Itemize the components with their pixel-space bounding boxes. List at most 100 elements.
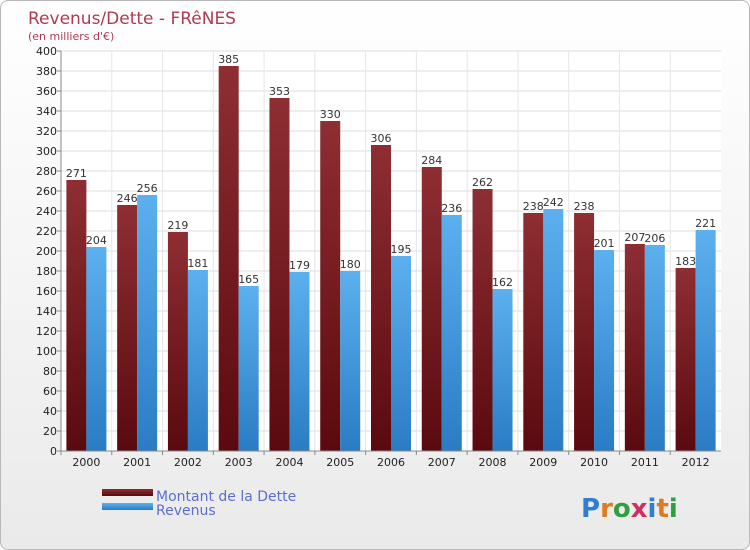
chart-subtitle: (en milliers d'€) xyxy=(28,30,114,43)
x-tick-label: 2008 xyxy=(479,456,507,469)
bar-revenus xyxy=(441,215,462,451)
x-tick-label: 2007 xyxy=(428,456,456,469)
value-label-debt: 238 xyxy=(523,200,544,213)
y-tick-label: 180 xyxy=(36,265,57,278)
value-label-revenus: 165 xyxy=(238,273,259,286)
y-tick-label: 0 xyxy=(50,445,57,458)
value-label-debt: 246 xyxy=(117,192,138,205)
bar-debt xyxy=(675,268,696,451)
value-label-debt: 262 xyxy=(472,176,493,189)
value-label-debt: 219 xyxy=(167,219,188,232)
x-tick-label: 2004 xyxy=(275,456,303,469)
bar-revenus xyxy=(695,230,716,451)
proxiti-logo: Proxiti xyxy=(581,494,678,524)
chart-title: Revenus/Dette - FRêNES xyxy=(28,9,236,29)
y-tick-label: 80 xyxy=(43,365,57,378)
bar-revenus xyxy=(391,256,411,451)
x-tick-label: 2001 xyxy=(123,456,151,469)
value-label-revenus: 242 xyxy=(543,196,564,209)
logo-letter: x xyxy=(631,494,648,524)
bar-debt xyxy=(167,232,188,451)
value-label-revenus: 256 xyxy=(137,182,158,195)
value-label-revenus: 162 xyxy=(492,276,513,289)
y-tick-label: 140 xyxy=(36,305,57,318)
bar-revenus xyxy=(289,272,310,451)
legend-swatch-revenus xyxy=(102,503,153,510)
value-label-debt: 353 xyxy=(269,85,290,98)
bar-revenus xyxy=(492,289,513,451)
value-label-revenus: 181 xyxy=(187,257,208,270)
value-label-revenus: 201 xyxy=(594,237,615,250)
x-tick-label: 2012 xyxy=(682,456,710,469)
y-tick-label: 240 xyxy=(36,205,57,218)
value-label-revenus: 179 xyxy=(289,259,310,272)
bar-revenus xyxy=(644,245,665,451)
x-tick-label: 2003 xyxy=(225,456,253,469)
bar-revenus xyxy=(137,195,158,451)
bar-revenus xyxy=(340,271,361,451)
y-tick-label: 380 xyxy=(36,65,57,78)
value-label-revenus: 236 xyxy=(441,202,462,215)
bar-debt xyxy=(269,98,290,451)
y-tick-label: 60 xyxy=(43,385,57,398)
legend-label-debt: Montant de la Dette xyxy=(156,489,296,505)
value-label-revenus: 195 xyxy=(391,243,412,256)
legend: Montant de la Dette Revenus xyxy=(102,489,296,519)
y-tick-label: 340 xyxy=(36,105,57,118)
bar-debt xyxy=(320,121,341,451)
y-tick-label: 100 xyxy=(36,345,57,358)
y-tick-label: 40 xyxy=(43,405,57,418)
bar-debt xyxy=(574,213,595,451)
value-label-debt: 306 xyxy=(371,132,392,145)
y-tick-label: 200 xyxy=(36,245,57,258)
x-tick-label: 2002 xyxy=(174,456,202,469)
bar-debt xyxy=(218,66,239,451)
bar-debt xyxy=(523,213,544,451)
bar-debt xyxy=(421,167,442,451)
x-tick-label: 2000 xyxy=(72,456,100,469)
y-tick-label: 160 xyxy=(36,285,57,298)
bar-debt xyxy=(117,205,138,451)
logo-letter: t xyxy=(656,494,668,524)
value-label-debt: 238 xyxy=(574,200,595,213)
y-tick-label: 220 xyxy=(36,225,57,238)
axes: 0 20 40 60 80 100 120 140 160 180 200 220 240 260 280 3… xyxy=(36,45,721,469)
bar-revenus xyxy=(86,247,107,451)
bar-debt xyxy=(472,189,493,451)
value-label-revenus: 206 xyxy=(644,232,665,245)
logo-letter: i xyxy=(648,494,657,524)
y-tick-label: 280 xyxy=(36,165,57,178)
value-label-debt: 271 xyxy=(66,167,87,180)
x-tick-label: 2010 xyxy=(580,456,608,469)
x-tick-label: 2009 xyxy=(529,456,557,469)
bar-debt xyxy=(371,145,391,451)
value-label-debt: 385 xyxy=(218,53,239,66)
value-label-revenus: 204 xyxy=(86,234,107,247)
legend-swatch-debt xyxy=(102,489,153,496)
legend-label-revenus: Revenus xyxy=(156,503,216,519)
bar-revenus xyxy=(187,270,208,451)
bar-debt xyxy=(66,180,87,451)
bar-revenus xyxy=(238,286,259,451)
logo-letter: r xyxy=(600,494,613,524)
x-tick-label: 2011 xyxy=(631,456,659,469)
y-tick-label: 400 xyxy=(36,45,57,58)
y-tick-label: 360 xyxy=(36,85,57,98)
logo-letter: P xyxy=(581,494,600,524)
value-label-debt: 183 xyxy=(675,255,696,268)
value-label-debt: 330 xyxy=(320,108,341,121)
value-label-debt: 284 xyxy=(421,154,442,167)
y-tick-label: 260 xyxy=(36,185,57,198)
y-tick-label: 320 xyxy=(36,125,57,138)
value-label-revenus: 221 xyxy=(695,217,716,230)
value-label-revenus: 180 xyxy=(340,258,361,271)
value-label-debt: 207 xyxy=(624,231,645,244)
y-tick-label: 300 xyxy=(36,145,57,158)
logo-letter: o xyxy=(613,494,631,524)
bar-debt xyxy=(624,244,645,451)
x-tick-label: 2005 xyxy=(326,456,354,469)
bar-revenus xyxy=(594,250,615,451)
x-tick-label: 2006 xyxy=(377,456,405,469)
